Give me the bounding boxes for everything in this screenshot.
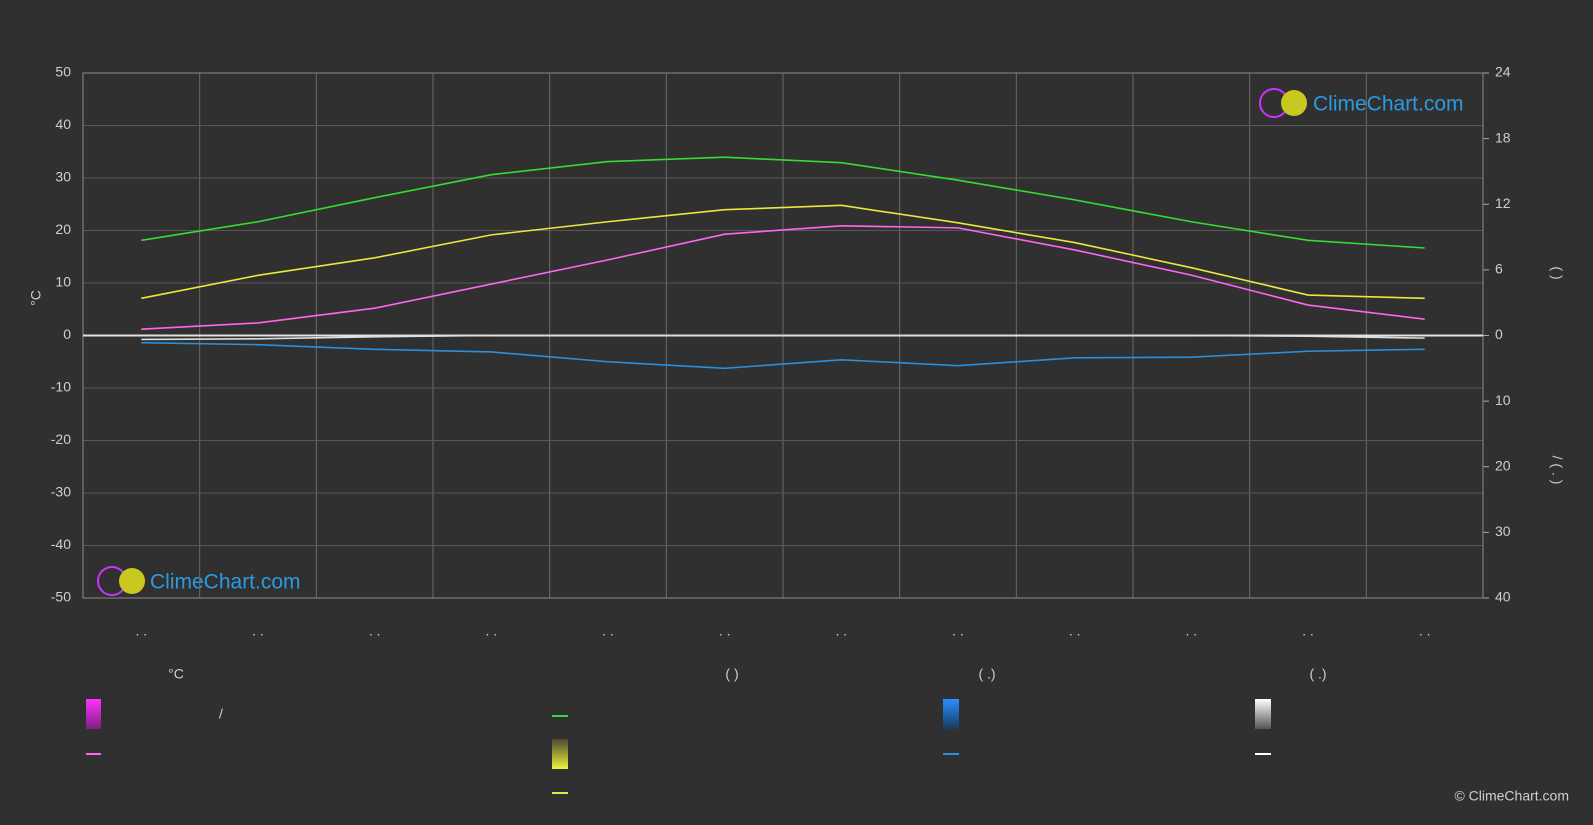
x-tick-label: . . [1419,623,1431,639]
y-tick-label: -30 [51,484,71,500]
y3-tick-label: 40 [1495,589,1511,605]
x-tick-label: . . [369,623,381,639]
logo-bottom: ClimeChart.com [97,566,301,596]
y3-tick-label: 10 [1495,392,1511,408]
x-tick-label: . . [952,623,964,639]
logo-text: ClimeChart.com [1313,93,1464,116]
x-tick-label: . . [835,623,847,639]
series-line [141,156,1425,249]
y2-tick-label: 12 [1495,195,1511,211]
y2-tick-label: 24 [1495,64,1511,80]
y-tick-label: 10 [55,274,71,290]
x-tick-label: . . [252,623,264,639]
y3-axis-label: / ( . ) [1549,456,1565,485]
legend-swatch [86,699,101,729]
y-tick-label: -40 [51,536,71,552]
x-tick-label: . . [1069,623,1081,639]
y-tick-label: -20 [51,431,71,447]
y3-tick-label: 20 [1495,457,1511,473]
x-tick-label: . . [1302,623,1314,639]
x-tick-label: . . [719,623,731,639]
x-tick-label: . . [602,623,614,639]
series-line [141,334,1425,341]
legend-swatch [1255,699,1271,729]
y-tick-label: 40 [55,116,71,132]
legend-swatch [943,699,959,729]
legend-header: °C [168,666,184,682]
copyright: © ClimeChart.com [1454,788,1569,804]
series-line [141,224,1425,330]
x-tick-label: . . [1185,623,1197,639]
legend-header: ( ) [725,666,738,682]
y-axis-label: °C [28,290,44,306]
legend-swatch [552,739,568,769]
logo-text: ClimeChart.com [150,571,301,594]
y3-tick-label: 30 [1495,523,1511,539]
legend-header: ( .) [1309,666,1326,682]
y2-axis-label: ( ) [1549,266,1565,279]
y2-tick-label: 0 [1495,326,1503,342]
x-tick-label: . . [485,623,497,639]
series-line [141,204,1425,300]
legend-text: / [219,706,223,722]
legend-header: ( .) [978,666,995,682]
y-tick-label: -10 [51,379,71,395]
series-line [141,341,1425,370]
logo-sun [119,568,145,594]
y2-tick-label: 18 [1495,129,1511,145]
y-tick-label: -50 [51,589,71,605]
logo-sun [1281,90,1307,116]
x-tick-label: . . [135,623,147,639]
logo-top: ClimeChart.com [1259,88,1464,118]
y2-tick-label: 6 [1495,261,1503,277]
y-tick-label: 0 [63,326,71,342]
y-tick-label: 50 [55,64,71,80]
y-tick-label: 30 [55,169,71,185]
y-tick-label: 20 [55,221,71,237]
